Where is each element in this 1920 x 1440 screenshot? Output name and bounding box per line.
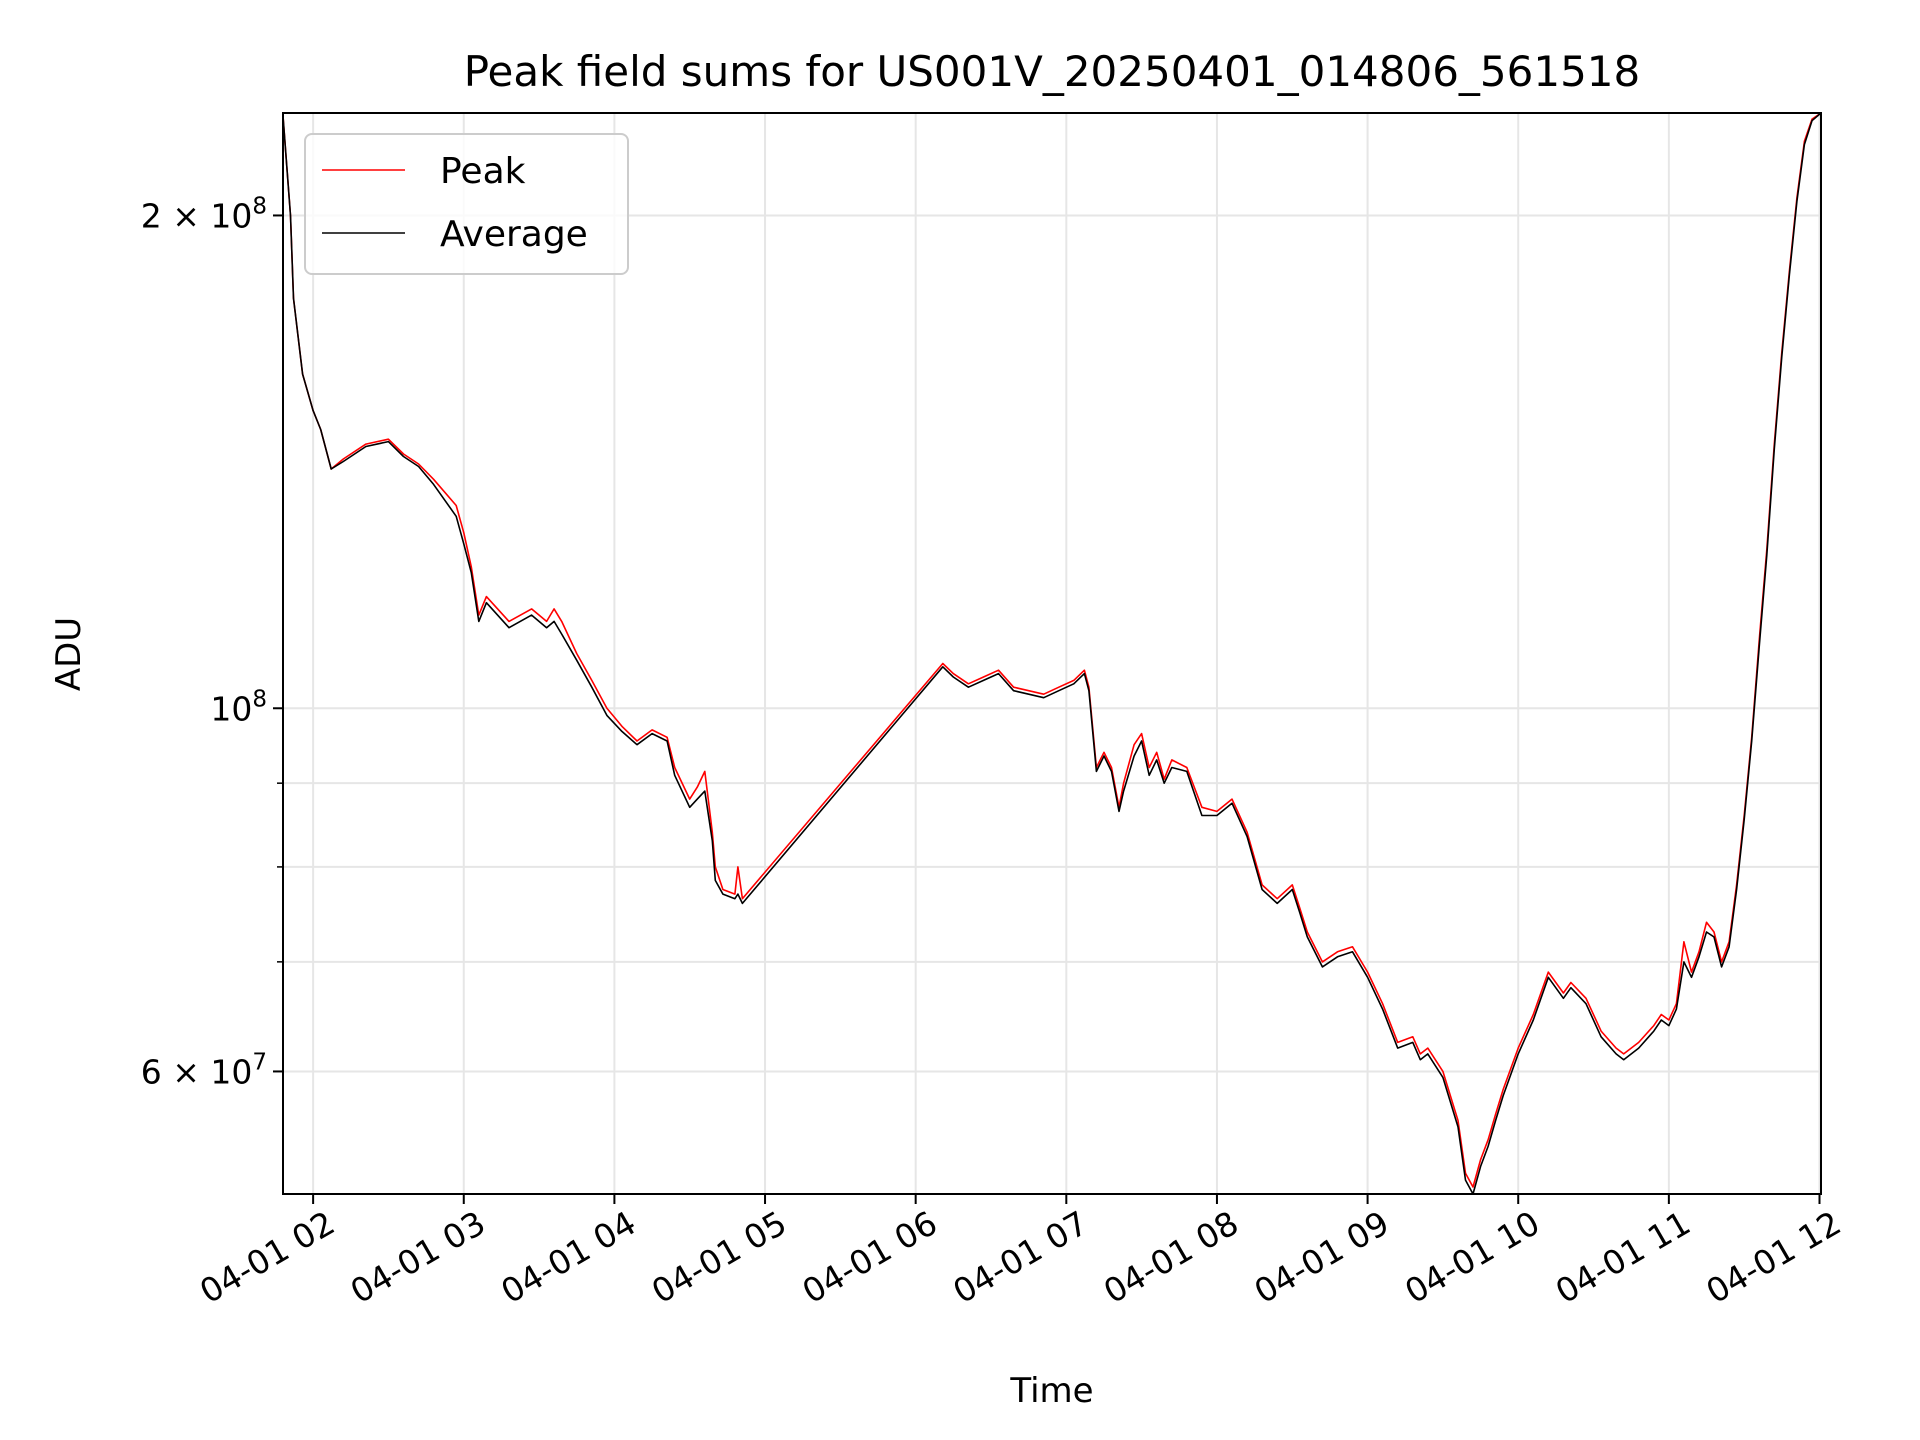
- y-tick-label-base: 10: [210, 689, 252, 728]
- chart-title: Peak field sums for US001V_20250401_0148…: [464, 47, 1641, 96]
- y-tick-label-base: 2 × 10: [141, 196, 253, 235]
- plot-frame: [282, 112, 1822, 1195]
- y-tick-label: 6 × 107: [141, 1049, 267, 1091]
- legend: Peak Average: [304, 133, 629, 275]
- y-tick-label-base: 6 × 10: [141, 1052, 253, 1091]
- y-tick-label-exponent: 7: [252, 1049, 267, 1075]
- y-tick-label-exponent: 8: [252, 193, 267, 219]
- y-axis-label: ADU: [49, 617, 89, 691]
- y-tick-label-exponent: 8: [252, 686, 267, 712]
- y-tick-label: 2 × 108: [141, 193, 267, 235]
- plot-lines: [282, 112, 1822, 1195]
- x-axis-label: Time: [1009, 1371, 1093, 1411]
- grid: [283, 113, 1821, 1194]
- y-tick-label: 108: [210, 686, 267, 728]
- legend-box: [304, 133, 629, 275]
- legend-average-label: Average: [440, 214, 588, 255]
- peak-series-line: [282, 112, 1822, 1188]
- average-series-line: [282, 112, 1822, 1195]
- legend-peak-label: Peak: [440, 151, 526, 192]
